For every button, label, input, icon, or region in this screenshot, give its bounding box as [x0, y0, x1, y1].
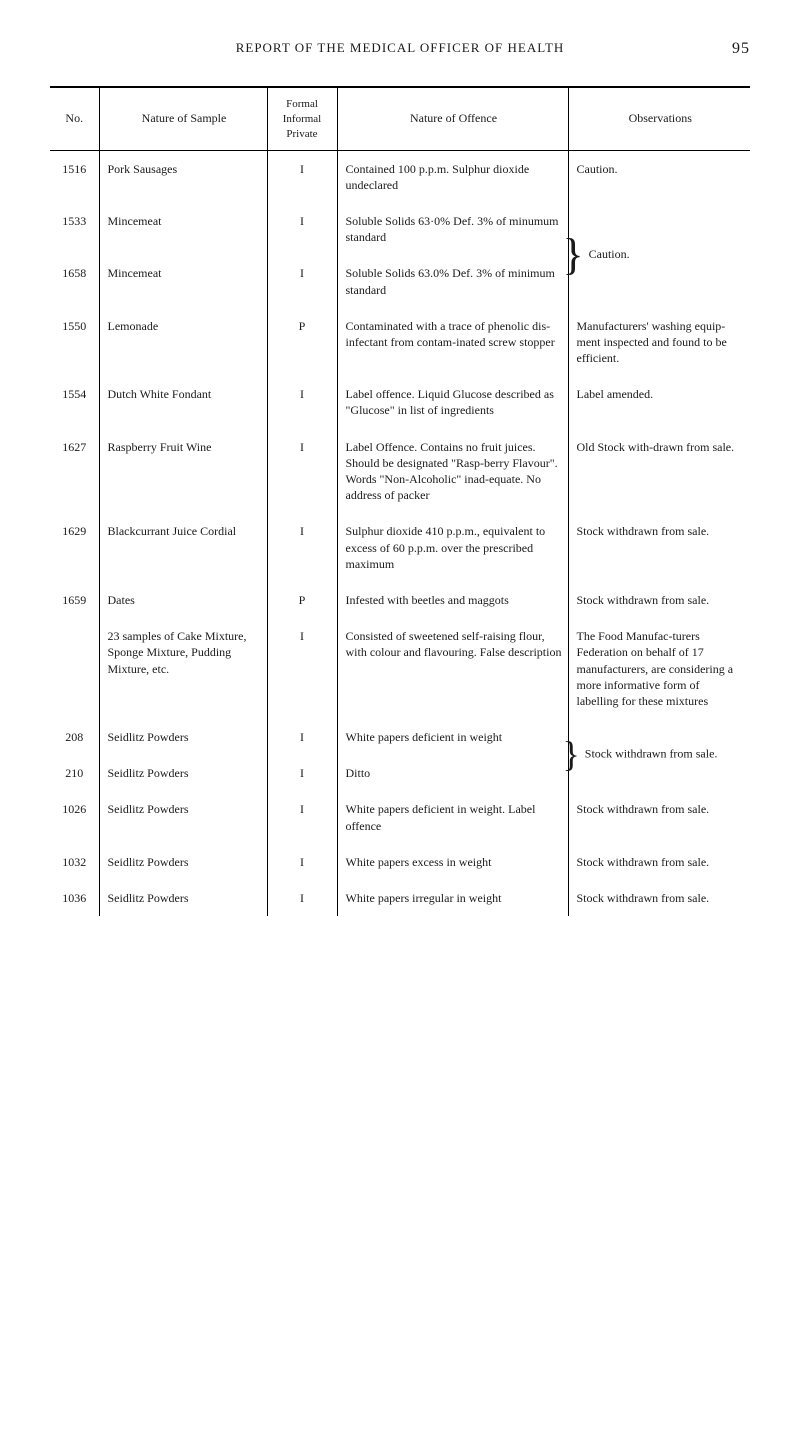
- cell-observations: } Stock withdrawn from sale.: [568, 719, 750, 791]
- page-number: 95: [732, 40, 750, 58]
- cell-sample: Seidlitz Powders: [99, 844, 267, 880]
- cell-sample: Raspberry Fruit Wine: [99, 429, 267, 514]
- table-row: 1516 Pork Sausages I Contained 100 p.p.m…: [50, 150, 750, 203]
- table-row: 1036 Seidlitz Powders I White papers irr…: [50, 880, 750, 916]
- cell-offence: Contained 100 p.p.m. Sulphur dioxide und…: [337, 150, 568, 203]
- cell-formal: I: [267, 719, 337, 755]
- cell-formal: I: [267, 513, 337, 582]
- col-formal: Formal Informal Private: [267, 87, 337, 150]
- cell-sample: Seidlitz Powders: [99, 719, 267, 755]
- cell-offence: White papers deficient in weight. Label …: [337, 791, 568, 843]
- cell-observations: Stock withdrawn from sale.: [568, 582, 750, 618]
- cell-no: 1026: [50, 791, 99, 843]
- cell-formal: I: [267, 255, 337, 307]
- offence-table: No. Nature of Sample Formal Informal Pri…: [50, 86, 750, 916]
- col-offence: Nature of Offence: [337, 87, 568, 150]
- cell-offence: Label offence. Liquid Glucose described …: [337, 376, 568, 428]
- cell-sample: Dates: [99, 582, 267, 618]
- cell-offence: Label Offence. Contains no fruit juices.…: [337, 429, 568, 514]
- cell-sample: Seidlitz Powders: [99, 791, 267, 843]
- cell-no: [50, 618, 99, 719]
- table-header-row: No. Nature of Sample Formal Informal Pri…: [50, 87, 750, 150]
- cell-offence: Soluble Solids 63.0% Def. 3% of minimum …: [337, 255, 568, 307]
- cell-observations: Manufacturers' washing equip-ment inspec…: [568, 308, 750, 377]
- table-row: 1627 Raspberry Fruit Wine I Label Offenc…: [50, 429, 750, 514]
- table-row: 1554 Dutch White Fondant I Label offence…: [50, 376, 750, 428]
- cell-no: 1516: [50, 150, 99, 203]
- cell-observations: } Caution.: [568, 203, 750, 308]
- table-row: 1026 Seidlitz Powders I White papers def…: [50, 791, 750, 843]
- table-row: 1550 Lemonade P Contaminated with a trac…: [50, 308, 750, 377]
- cell-formal: I: [267, 150, 337, 203]
- brace-icon: }: [563, 744, 580, 766]
- cell-observations: Stock withdrawn from sale.: [568, 880, 750, 916]
- cell-no: 1659: [50, 582, 99, 618]
- cell-no: 208: [50, 719, 99, 755]
- cell-no: 1629: [50, 513, 99, 582]
- cell-formal: I: [267, 844, 337, 880]
- cell-offence: Soluble Solids 63·0% Def. 3% of minumum …: [337, 203, 568, 255]
- cell-observations: Old Stock with-drawn from sale.: [568, 429, 750, 514]
- cell-no: 210: [50, 755, 99, 791]
- cell-formal: I: [267, 429, 337, 514]
- cell-sample: 23 samples of Cake Mixture, Sponge Mixtu…: [99, 618, 267, 719]
- cell-sample: Seidlitz Powders: [99, 880, 267, 916]
- cell-offence: White papers deficient in weight: [337, 719, 568, 755]
- cell-no: 1032: [50, 844, 99, 880]
- cell-observations: The Food Manufac-turers Federation on be…: [568, 618, 750, 719]
- cell-no: 1036: [50, 880, 99, 916]
- cell-offence: White papers irregular in weight: [337, 880, 568, 916]
- cell-sample: Mincemeat: [99, 255, 267, 307]
- cell-offence: Consisted of sweetened self-raising flou…: [337, 618, 568, 719]
- cell-formal: I: [267, 791, 337, 843]
- cell-offence: Infested with beetles and maggots: [337, 582, 568, 618]
- table-row: 1659 Dates P Infested with beetles and m…: [50, 582, 750, 618]
- cell-observations: Caution.: [568, 150, 750, 203]
- table-row: 1533 Mincemeat I Soluble Solids 63·0% De…: [50, 203, 750, 255]
- cell-no: 1627: [50, 429, 99, 514]
- cell-sample: Pork Sausages: [99, 150, 267, 203]
- cell-sample: Blackcurrant Juice Cordial: [99, 513, 267, 582]
- cell-formal: I: [267, 880, 337, 916]
- header-title: REPORT OF THE MEDICAL OFFICER OF HEALTH: [236, 40, 565, 55]
- table-row: 23 samples of Cake Mixture, Sponge Mixtu…: [50, 618, 750, 719]
- page-header: REPORT OF THE MEDICAL OFFICER OF HEALTH …: [50, 40, 750, 56]
- cell-no: 1550: [50, 308, 99, 377]
- cell-observations: Stock withdrawn from sale.: [568, 513, 750, 582]
- table-body: 1516 Pork Sausages I Contained 100 p.p.m…: [50, 150, 750, 916]
- col-no: No.: [50, 87, 99, 150]
- cell-offence: White papers excess in weight: [337, 844, 568, 880]
- table-row: 1629 Blackcurrant Juice Cordial I Sulphu…: [50, 513, 750, 582]
- table-row: 208 Seidlitz Powders I White papers defi…: [50, 719, 750, 755]
- cell-no: 1533: [50, 203, 99, 255]
- cell-sample: Lemonade: [99, 308, 267, 377]
- cell-offence: Ditto: [337, 755, 568, 791]
- cell-observations: Stock withdrawn from sale.: [568, 844, 750, 880]
- cell-formal: I: [267, 203, 337, 255]
- cell-formal: I: [267, 755, 337, 791]
- cell-sample: Dutch White Fondant: [99, 376, 267, 428]
- cell-sample: Mincemeat: [99, 203, 267, 255]
- cell-formal: I: [267, 618, 337, 719]
- cell-formal: I: [267, 376, 337, 428]
- cell-formal: P: [267, 582, 337, 618]
- cell-observations: Stock withdrawn from sale.: [568, 791, 750, 843]
- col-observations: Observations: [568, 87, 750, 150]
- col-sample: Nature of Sample: [99, 87, 267, 150]
- cell-offence: Contaminated with a trace of phenolic di…: [337, 308, 568, 377]
- cell-sample: Seidlitz Powders: [99, 755, 267, 791]
- cell-no: 1554: [50, 376, 99, 428]
- table-row: 1032 Seidlitz Powders I White papers exc…: [50, 844, 750, 880]
- cell-no: 1658: [50, 255, 99, 307]
- cell-observations: Label amended.: [568, 376, 750, 428]
- cell-formal: P: [267, 308, 337, 377]
- cell-offence: Sulphur dioxide 410 p.p.m., equivalent t…: [337, 513, 568, 582]
